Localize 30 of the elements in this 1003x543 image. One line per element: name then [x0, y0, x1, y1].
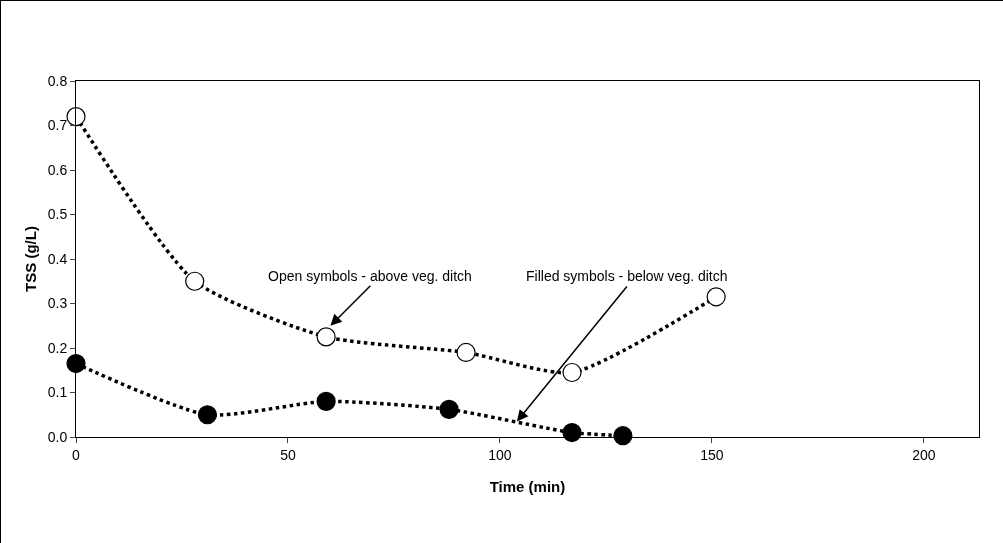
point — [706, 287, 726, 307]
point — [562, 362, 582, 383]
point — [439, 399, 459, 419]
point — [185, 271, 205, 291]
y-tick-label: 0.1 — [47, 384, 68, 401]
y-tick-label: 0.7 — [47, 117, 68, 134]
x-tick-label: 50 — [280, 446, 296, 463]
y-tick-label: 0.4 — [47, 250, 68, 267]
point — [613, 426, 633, 446]
y-axis-title: TSS (g/L) — [22, 226, 39, 292]
point — [562, 422, 582, 443]
point — [66, 107, 86, 127]
y-tick-label: 0.6 — [47, 161, 68, 178]
y-tick-label: 0.0 — [47, 428, 68, 445]
point — [66, 353, 86, 374]
x-axis-title: Time (min) — [489, 478, 566, 495]
x-tick-label: 0 — [72, 446, 81, 463]
annotation: Filled symbols - below veg. ditch — [526, 268, 728, 284]
y-tick-label: 0.8 — [47, 72, 68, 89]
x-tick-label: 150 — [700, 446, 724, 463]
point — [316, 327, 336, 347]
y-tick-label: 0.3 — [47, 295, 68, 312]
x-tick-label: 100 — [488, 446, 512, 463]
x-tick-label: 200 — [912, 446, 936, 463]
point — [197, 405, 218, 425]
y-tick-label: 0.5 — [47, 206, 68, 223]
annotation: Open symbols - above veg. ditch — [268, 268, 472, 284]
point — [316, 391, 336, 411]
y-tick-label: 0.2 — [47, 339, 68, 356]
point — [456, 342, 476, 363]
